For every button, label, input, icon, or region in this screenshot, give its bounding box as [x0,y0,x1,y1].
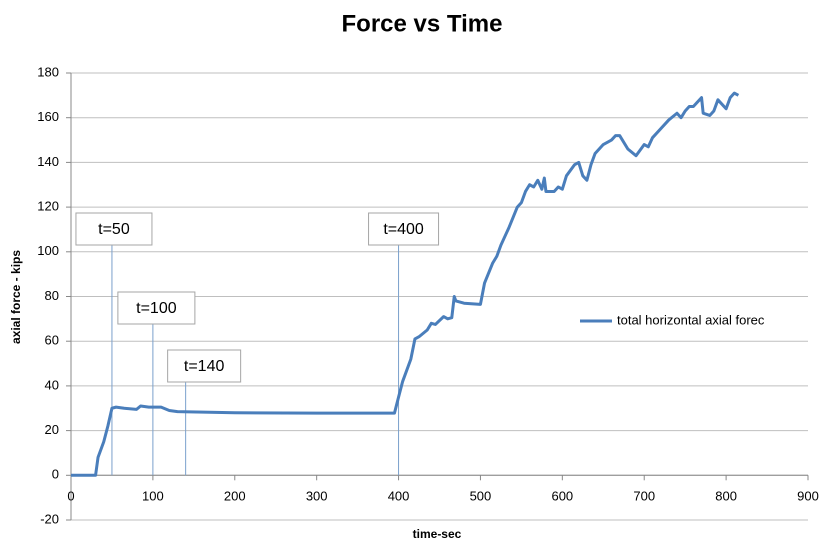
y-tick-label: 180 [37,64,59,79]
chart-title: Force vs Time [342,10,503,37]
x-tick-label: 400 [388,489,410,504]
y-tick-label: 40 [45,377,59,392]
y-tick-label: 60 [45,333,59,348]
y-tick-label: -20 [40,511,59,526]
annotation-text: t=50 [98,221,130,238]
x-tick-label: 600 [551,489,573,504]
x-tick-label: 900 [797,489,819,504]
annotation-text: t=140 [184,358,225,375]
annotation-text: t=100 [136,300,177,317]
x-tick-label: 100 [142,489,164,504]
annotation-box [167,349,242,383]
y-tick-label: 20 [45,422,59,437]
x-axis-title: time-sec [413,527,462,541]
x-tick-label: 300 [306,489,328,504]
legend-label: total horizontal axial forec [617,312,765,327]
y-tick-label: 160 [37,109,59,124]
y-axis-title: axial force - kips [9,250,23,344]
x-tick-label: 700 [633,489,655,504]
y-tick-label: 100 [37,243,59,258]
annotation-box [117,291,196,325]
x-tick-label: 0 [67,489,74,504]
x-tick-label: 800 [715,489,737,504]
y-tick-label: 0 [52,467,59,482]
annotation-box [368,212,440,246]
x-tick-label: 200 [224,489,246,504]
y-tick-label: 140 [37,154,59,169]
x-tick-label: 500 [470,489,492,504]
y-tick-label: 120 [37,199,59,214]
series-line [71,91,740,477]
y-tick-label: 80 [45,288,59,303]
annotation-box [75,212,153,246]
annotation-text: t=400 [383,221,424,238]
